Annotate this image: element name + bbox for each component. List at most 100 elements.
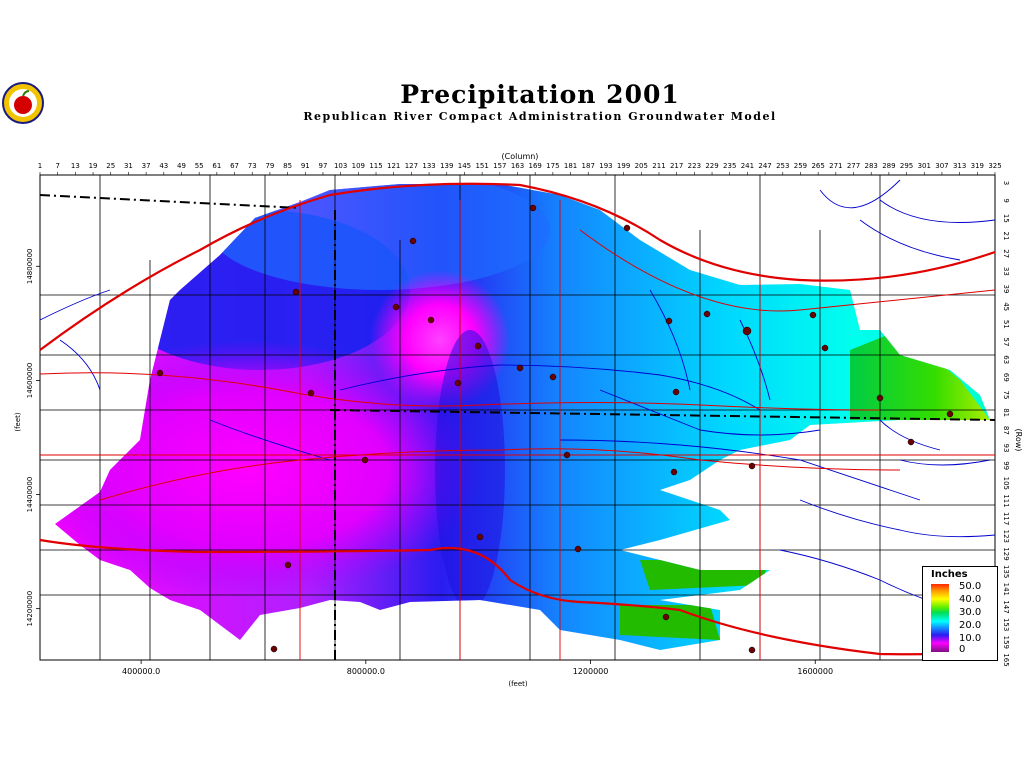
column-tick-103: 103 <box>334 162 347 170</box>
column-tick-85: 85 <box>283 162 292 170</box>
column-tick-217: 217 <box>670 162 683 170</box>
column-tick-25: 25 <box>106 162 115 170</box>
row-tick-165: 165 <box>1002 653 1010 666</box>
row-tick-labels: 3915212733394551576369758187939910511111… <box>1002 181 1010 667</box>
legend-label-30: 30.0 <box>959 607 982 618</box>
row-tick-9: 9 <box>1002 198 1010 202</box>
column-tick-55: 55 <box>195 162 204 170</box>
map-canvas: 1 7 13 19 25 31 37 43 49 55 61 67 73 79 85 91 97 103 109 11… <box>14 152 1023 688</box>
column-tick-43: 43 <box>159 162 168 170</box>
column-tick-241: 241 <box>741 162 754 170</box>
column-tick-295: 295 <box>900 162 913 170</box>
column-tick-61: 61 <box>212 162 221 170</box>
row-tick-159: 159 <box>1002 636 1010 649</box>
column-tick-13: 13 <box>71 162 80 170</box>
row-tick-63: 63 <box>1002 355 1010 364</box>
x-feet-tick-labels: 400000.0 800000.0 1200000 1600000 <box>122 660 833 676</box>
column-tick-19: 19 <box>89 162 98 170</box>
row-tick-27: 27 <box>1002 249 1010 258</box>
city-markers <box>156 204 954 654</box>
column-tick-31: 31 <box>124 162 133 170</box>
column-tick-307: 307 <box>935 162 948 170</box>
column-tick-163: 163 <box>511 162 524 170</box>
row-tick-141: 141 <box>1002 583 1010 596</box>
map-title: Precipitation 2001 <box>400 80 680 109</box>
column-tick-289: 289 <box>882 162 895 170</box>
column-tick-37: 37 <box>142 162 151 170</box>
legend-color-bar <box>931 584 949 652</box>
column-tick-157: 157 <box>493 162 506 170</box>
highways <box>39 182 996 660</box>
column-tick-319: 319 <box>971 162 984 170</box>
row-tick-135: 135 <box>1002 565 1010 578</box>
x-axis-label: (feet) <box>508 680 528 688</box>
row-tick-153: 153 <box>1002 618 1010 631</box>
row-tick-99: 99 <box>1002 461 1010 470</box>
column-tick-259: 259 <box>794 162 807 170</box>
legend-label-20: 20.0 <box>959 620 982 631</box>
row-tick-129: 129 <box>1002 547 1010 560</box>
row-tick-81: 81 <box>1002 408 1010 417</box>
row-tick-57: 57 <box>1002 338 1010 347</box>
column-tick-1: 1 <box>38 162 42 170</box>
column-tick-127: 127 <box>405 162 418 170</box>
column-tick-247: 247 <box>758 162 771 170</box>
legend-label-50: 50.0 <box>959 581 982 592</box>
column-tick-151: 151 <box>475 162 488 170</box>
column-tick-325: 325 <box>988 162 1001 170</box>
column-tick-253: 253 <box>776 162 789 170</box>
row-tick-15: 15 <box>1002 214 1010 223</box>
y-tick-14600000: 14600000 <box>26 363 34 399</box>
column-tick-labels: 1 7 13 19 25 31 37 43 49 55 61 67 73 79 85 91 97 103 109 11… <box>38 162 1002 175</box>
row-tick-45: 45 <box>1002 302 1010 311</box>
state-line <box>39 194 996 421</box>
legend-label-40: 40.0 <box>959 594 982 605</box>
row-tick-117: 117 <box>1002 512 1010 525</box>
y-tick-14800000: 14800000 <box>26 248 34 284</box>
map-subtitle: Republican River Compact Administration … <box>303 110 777 123</box>
row-tick-93: 93 <box>1002 444 1010 453</box>
row-tick-51: 51 <box>1002 320 1010 329</box>
column-tick-115: 115 <box>369 162 382 170</box>
column-tick-175: 175 <box>546 162 559 170</box>
column-tick-73: 73 <box>248 162 257 170</box>
row-tick-3: 3 <box>1002 181 1010 185</box>
x-tick-1600000: 1600000 <box>797 667 833 676</box>
y-axis-label: (feet) <box>14 412 22 432</box>
row-tick-21: 21 <box>1002 232 1010 241</box>
row-tick-111: 111 <box>1002 494 1010 507</box>
column-tick-181: 181 <box>564 162 577 170</box>
x-tick-1200000: 1200000 <box>573 667 609 676</box>
column-tick-109: 109 <box>352 162 365 170</box>
column-tick-133: 133 <box>422 162 435 170</box>
legend-label-10: 10.0 <box>959 633 982 644</box>
column-tick-313: 313 <box>953 162 966 170</box>
column-tick-301: 301 <box>918 162 931 170</box>
x-tick-800000.0: 800000.0 <box>347 667 385 676</box>
column-tick-277: 277 <box>847 162 860 170</box>
apple-logo-icon <box>2 82 44 124</box>
column-tick-7: 7 <box>55 162 59 170</box>
y-tick-14200000: 14200000 <box>26 591 34 627</box>
row-tick-39: 39 <box>1002 285 1010 294</box>
column-tick-79: 79 <box>265 162 274 170</box>
column-tick-211: 211 <box>652 162 665 170</box>
legend-title: Inches <box>931 569 968 580</box>
rivers <box>39 179 996 611</box>
column-tick-169: 169 <box>528 162 541 170</box>
row-tick-123: 123 <box>1002 530 1010 543</box>
column-tick-97: 97 <box>319 162 328 170</box>
column-tick-187: 187 <box>582 162 595 170</box>
precipitation-legend: Inches 50.0 40.0 30.0 20.0 10.0 0 <box>922 566 998 661</box>
column-tick-205: 205 <box>635 162 648 170</box>
y-tick-14400000: 14400000 <box>26 477 34 513</box>
column-tick-229: 229 <box>705 162 718 170</box>
column-tick-91: 91 <box>301 162 310 170</box>
column-tick-139: 139 <box>440 162 453 170</box>
column-tick-193: 193 <box>599 162 612 170</box>
column-tick-235: 235 <box>723 162 736 170</box>
column-tick-271: 271 <box>829 162 842 170</box>
y-feet-tick-labels: 14800000 14600000 14400000 14200000 <box>26 248 40 626</box>
column-tick-283: 283 <box>865 162 878 170</box>
x-tick-400000.0: 400000.0 <box>122 667 160 676</box>
